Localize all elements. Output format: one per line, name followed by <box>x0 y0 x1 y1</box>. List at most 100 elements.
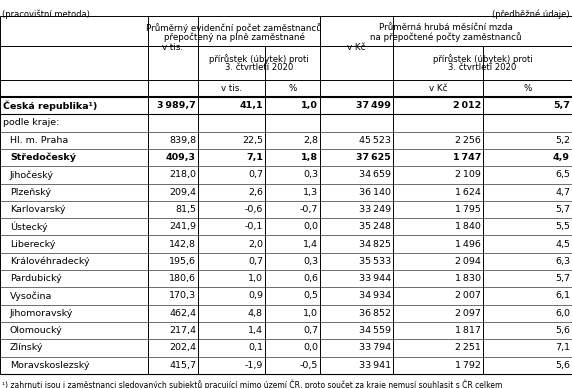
Text: 1 817: 1 817 <box>455 326 481 335</box>
Text: 0,9: 0,9 <box>248 291 263 300</box>
Text: Liberecký: Liberecký <box>10 239 55 249</box>
Text: 6,0: 6,0 <box>555 309 570 318</box>
Text: Česká republika¹): Česká republika¹) <box>3 100 97 111</box>
Text: 5,5: 5,5 <box>555 222 570 231</box>
Text: přírůstek (úbytek) proti: přírůstek (úbytek) proti <box>432 54 533 64</box>
Text: 1,4: 1,4 <box>248 326 263 335</box>
Text: 22,5: 22,5 <box>242 136 263 145</box>
Text: %: % <box>523 84 532 93</box>
Text: -1,9: -1,9 <box>245 361 263 370</box>
Text: Jihočeský: Jihočeský <box>10 170 54 180</box>
Text: (předběžné údaje): (předběžné údaje) <box>492 9 570 19</box>
Text: 1,3: 1,3 <box>303 188 318 197</box>
Text: 0,3: 0,3 <box>303 257 318 266</box>
Text: podle kraje:: podle kraje: <box>3 118 59 127</box>
Text: 0,0: 0,0 <box>303 343 318 352</box>
Text: 2,6: 2,6 <box>248 188 263 197</box>
Text: 45 523: 45 523 <box>359 136 391 145</box>
Text: 35 248: 35 248 <box>359 222 391 231</box>
Text: Průměrný evidenční počet zaměstnanců: Průměrný evidenční počet zaměstnanců <box>146 23 322 33</box>
Text: 41,1: 41,1 <box>239 101 263 110</box>
Text: 34 825: 34 825 <box>359 239 391 249</box>
Text: ¹) zahrnuti jsou i zaměstnanci sledovaných subjektů pracující mimo území ČR, pro: ¹) zahrnuti jsou i zaměstnanci sledovaný… <box>2 380 502 388</box>
Text: -0,1: -0,1 <box>245 222 263 231</box>
Text: 81,5: 81,5 <box>175 205 196 214</box>
Text: 218,0: 218,0 <box>169 170 196 179</box>
Text: 6,3: 6,3 <box>555 257 570 266</box>
Text: 33 941: 33 941 <box>359 361 391 370</box>
Text: 4,9: 4,9 <box>553 153 570 162</box>
Text: 2 256: 2 256 <box>455 136 481 145</box>
Text: -0,6: -0,6 <box>245 205 263 214</box>
Text: 409,3: 409,3 <box>166 153 196 162</box>
Text: 5,2: 5,2 <box>555 136 570 145</box>
Text: 0,7: 0,7 <box>303 326 318 335</box>
Text: 195,6: 195,6 <box>169 257 196 266</box>
Text: 1 747: 1 747 <box>452 153 481 162</box>
Text: Olomoucký: Olomoucký <box>10 326 63 335</box>
Text: 6,5: 6,5 <box>555 170 570 179</box>
Text: na přepočtené počty zaměstnanců: na přepočtené počty zaměstnanců <box>370 32 522 42</box>
Text: Plzeňský: Plzeňský <box>10 188 51 197</box>
Text: 33 794: 33 794 <box>359 343 391 352</box>
Text: 2 097: 2 097 <box>455 309 481 318</box>
Text: 2 251: 2 251 <box>455 343 481 352</box>
Text: 3 989,7: 3 989,7 <box>157 101 196 110</box>
Text: 1,0: 1,0 <box>248 274 263 283</box>
Text: 4,8: 4,8 <box>248 309 263 318</box>
Text: 0,5: 0,5 <box>303 291 318 300</box>
Text: Průměrná hrubá měsíční mzda: Průměrná hrubá měsíční mzda <box>379 24 513 33</box>
Text: 36 140: 36 140 <box>359 188 391 197</box>
Text: 170,3: 170,3 <box>169 291 196 300</box>
Text: 839,8: 839,8 <box>169 136 196 145</box>
Text: Vysočina: Vysočina <box>10 291 53 301</box>
Text: 5,6: 5,6 <box>555 361 570 370</box>
Text: Hl. m. Praha: Hl. m. Praha <box>10 136 68 145</box>
Text: 1,0: 1,0 <box>303 309 318 318</box>
Text: 241,9: 241,9 <box>169 222 196 231</box>
Text: Pardubický: Pardubický <box>10 274 62 283</box>
Text: 37 499: 37 499 <box>356 101 391 110</box>
Text: 3. čtvrtletí 2020: 3. čtvrtletí 2020 <box>225 64 293 73</box>
Text: %: % <box>288 84 297 93</box>
Text: 1,8: 1,8 <box>301 153 318 162</box>
Text: 1 840: 1 840 <box>455 222 481 231</box>
Text: v tis.: v tis. <box>221 84 242 93</box>
Text: 5,7: 5,7 <box>553 101 570 110</box>
Text: 2,8: 2,8 <box>303 136 318 145</box>
Text: 5,7: 5,7 <box>555 205 570 214</box>
Text: 2,0: 2,0 <box>248 239 263 249</box>
Text: 1 496: 1 496 <box>455 239 481 249</box>
Text: 7,1: 7,1 <box>246 153 263 162</box>
Text: 34 659: 34 659 <box>359 170 391 179</box>
Text: 6,1: 6,1 <box>555 291 570 300</box>
Text: Středočeský: Středočeský <box>10 153 76 162</box>
Text: 1,0: 1,0 <box>301 101 318 110</box>
Text: 3. čtvrtletí 2020: 3. čtvrtletí 2020 <box>448 64 517 73</box>
Text: 142,8: 142,8 <box>169 239 196 249</box>
Text: Zlínský: Zlínský <box>10 343 43 352</box>
Text: v Kč: v Kč <box>347 43 366 52</box>
Text: 1 830: 1 830 <box>455 274 481 283</box>
Text: 34 934: 34 934 <box>359 291 391 300</box>
Text: 2 012: 2 012 <box>453 101 481 110</box>
Text: 36 852: 36 852 <box>359 309 391 318</box>
Text: 202,4: 202,4 <box>169 343 196 352</box>
Text: 7,1: 7,1 <box>555 343 570 352</box>
Text: v tis.: v tis. <box>162 43 184 52</box>
Text: 37 625: 37 625 <box>356 153 391 162</box>
Text: 33 944: 33 944 <box>359 274 391 283</box>
Text: 5,6: 5,6 <box>555 326 570 335</box>
Text: 180,6: 180,6 <box>169 274 196 283</box>
Text: 209,4: 209,4 <box>169 188 196 197</box>
Text: 34 559: 34 559 <box>359 326 391 335</box>
Text: Ústecký: Ústecký <box>10 222 47 232</box>
Text: 462,4: 462,4 <box>169 309 196 318</box>
Text: v Kč: v Kč <box>429 84 447 93</box>
Text: Královéhradecký: Královéhradecký <box>10 256 90 266</box>
Text: 33 249: 33 249 <box>359 205 391 214</box>
Text: 1,4: 1,4 <box>303 239 318 249</box>
Text: přírůstek (úbytek) proti: přírůstek (úbytek) proti <box>209 54 309 64</box>
Text: 0,3: 0,3 <box>303 170 318 179</box>
Text: 1 624: 1 624 <box>455 188 481 197</box>
